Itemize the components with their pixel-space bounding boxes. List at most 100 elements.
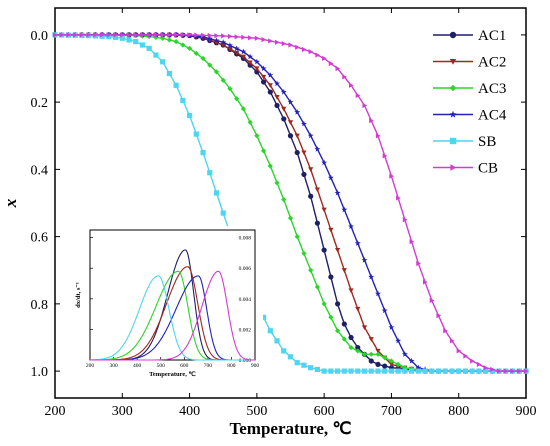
inset-line-sb — [90, 275, 255, 361]
data-point-cb — [180, 32, 186, 38]
x-tick-label: 400 — [179, 404, 200, 419]
series-cb — [52, 32, 529, 374]
data-point-ac2 — [314, 187, 321, 193]
inset-y-tick-label: 0.006 — [239, 266, 252, 272]
data-point-sb — [200, 149, 206, 156]
data-point-ac4 — [327, 174, 334, 181]
main-plot: 200 300 400 500 600 700 800 900 0.0 0.2 0.4 0.6 0.8 1… — [1, 7, 537, 438]
data-point-ac4 — [240, 48, 247, 55]
legend-label: AC4 — [478, 108, 507, 124]
data-point-ac4 — [388, 324, 395, 330]
data-point-sb — [335, 368, 341, 374]
inset-x-tick-label: 600 — [180, 363, 189, 369]
data-point-sb — [126, 37, 132, 43]
data-point-sb — [361, 368, 368, 374]
data-point-ac4 — [354, 240, 361, 246]
inset-y-tick-label: 0.000 — [239, 358, 252, 364]
data-point-ac2 — [294, 133, 300, 139]
legend-label: AC3 — [478, 81, 506, 97]
data-point-ac2 — [260, 74, 267, 80]
data-point-cb — [113, 32, 119, 38]
data-point-cb — [402, 217, 408, 223]
data-point-ac3 — [375, 351, 381, 357]
data-point-ac4 — [294, 109, 301, 115]
data-point-cb — [268, 38, 273, 44]
data-point-ac4 — [260, 65, 267, 72]
data-point-cb — [490, 366, 495, 373]
data-point-sb — [375, 368, 381, 374]
data-point-cb — [106, 32, 112, 38]
data-point-ac1 — [355, 344, 361, 351]
data-point-ac2 — [368, 337, 374, 342]
data-point-cb — [86, 32, 92, 38]
data-point-ac3 — [388, 358, 395, 364]
data-point-ac3 — [348, 344, 354, 351]
data-point-sb — [160, 59, 166, 65]
data-point-ac4 — [253, 58, 260, 65]
data-point-sb — [274, 338, 280, 344]
data-point-sb — [456, 368, 462, 374]
x-tick-label: 200 — [45, 404, 66, 419]
inset-x-axis-title: Temperature, ℃ — [149, 370, 196, 378]
data-point-ac2 — [321, 207, 327, 213]
inset-y-axis-title: dx/dt, s⁻¹ — [75, 282, 82, 308]
data-point-cb — [382, 153, 388, 159]
data-point-cb — [436, 313, 442, 319]
legend-marker — [449, 137, 457, 145]
data-point-sb — [355, 368, 361, 374]
data-point-sb — [348, 368, 354, 374]
data-point-cb — [227, 33, 233, 39]
data-point-sb — [281, 348, 287, 354]
x-axis-title: Temperature, ℃ — [229, 419, 351, 438]
data-point-ac1 — [341, 321, 347, 327]
data-point-ac3 — [321, 301, 327, 307]
data-point-cb — [52, 32, 58, 38]
y-tick-label: 0.4 — [31, 163, 49, 178]
inset-x-tick-label: 500 — [157, 363, 166, 369]
data-point-cb — [261, 37, 267, 43]
data-point-cb — [167, 32, 172, 38]
data-point-ac2 — [287, 120, 294, 125]
data-point-ac1 — [314, 220, 321, 226]
y-tick-label: 0.8 — [31, 298, 49, 313]
data-point-ac2 — [308, 167, 314, 172]
data-point-sb — [483, 368, 489, 374]
data-point-ac3 — [180, 42, 186, 48]
data-point-ac1 — [368, 358, 374, 364]
data-point-sb — [402, 368, 408, 374]
data-point-ac4 — [287, 99, 294, 105]
legend-marker — [449, 84, 457, 92]
data-point-sb — [193, 131, 199, 137]
data-point-ac3 — [247, 119, 253, 125]
x-tick-label: 900 — [516, 404, 537, 419]
data-point-ac1 — [281, 116, 287, 122]
data-point-cb — [133, 32, 139, 38]
data-point-ac2 — [361, 325, 368, 330]
data-point-ac3 — [335, 328, 341, 334]
data-point-ac3 — [166, 37, 172, 43]
data-point-ac3 — [173, 39, 179, 45]
inset-line-cb — [90, 270, 255, 361]
data-point-ac3 — [281, 197, 287, 203]
data-point-ac4 — [341, 206, 348, 213]
data-point-ac1 — [308, 193, 314, 199]
data-point-ac4 — [267, 72, 274, 78]
data-point-cb — [443, 328, 448, 334]
data-point-cb — [416, 260, 421, 267]
data-point-cb — [483, 365, 489, 371]
data-point-ac2 — [247, 60, 253, 66]
data-point-ac3 — [294, 234, 300, 240]
data-point-ac3 — [207, 62, 213, 68]
data-point-ac3 — [186, 45, 193, 51]
data-point-ac4 — [247, 53, 254, 60]
inset-x-tick-label: 400 — [133, 363, 142, 369]
data-point-ac3 — [213, 69, 220, 75]
data-point-cb — [328, 60, 334, 67]
data-point-ac2 — [267, 83, 273, 88]
data-point-ac3 — [395, 361, 401, 367]
data-point-sb — [267, 328, 273, 334]
x-tick-label: 500 — [246, 404, 267, 419]
data-point-sb — [435, 368, 442, 374]
x-tick-label: 700 — [381, 404, 402, 419]
data-point-sb — [260, 314, 267, 320]
